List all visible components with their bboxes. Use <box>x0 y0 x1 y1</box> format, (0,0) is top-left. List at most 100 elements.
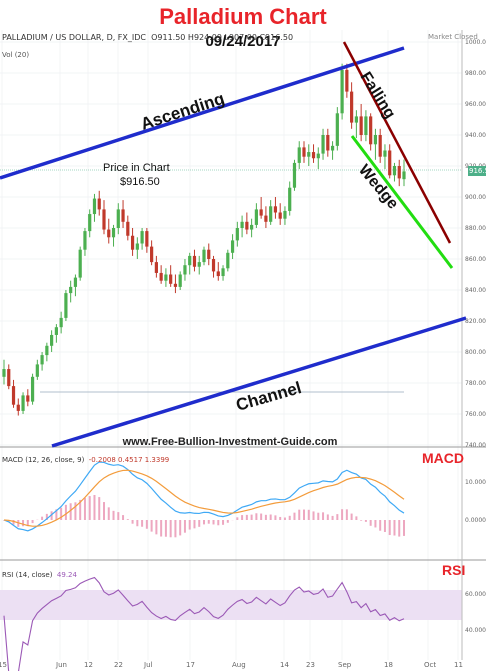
rsi-axis-label: 60.0000 <box>465 591 486 598</box>
price-tick-label: 1000.00 <box>465 39 486 46</box>
price-tick-label: 760.00 <box>465 411 486 418</box>
candle-body <box>340 69 344 114</box>
candle-body <box>78 249 82 278</box>
rsi-legend: RSI (14, close) 49.24 <box>2 571 77 579</box>
macd-histogram-bar <box>374 520 377 528</box>
macd-histogram-bar <box>41 516 44 520</box>
macd-histogram-bar <box>212 520 215 525</box>
macd-histogram-bar <box>264 514 267 520</box>
ascending-upper-line <box>0 46 405 180</box>
candle-body <box>264 215 268 222</box>
candle-body <box>2 369 6 377</box>
candle-body <box>50 334 54 346</box>
candle-body <box>121 209 125 222</box>
price-tick-label: 820.00 <box>465 318 486 325</box>
macd-histogram-bar <box>236 517 239 520</box>
candle-body <box>378 135 382 157</box>
candle-body <box>350 91 354 123</box>
candle-body <box>278 212 282 219</box>
price-in-chart-label: Price in Chart <box>103 162 170 174</box>
candle-body <box>245 221 249 230</box>
price-tick-label: 740.00 <box>465 442 486 449</box>
candles <box>2 63 406 416</box>
candle-body <box>207 249 211 259</box>
macd-histogram-bar <box>69 503 72 520</box>
grid <box>0 30 462 660</box>
candle-body <box>283 210 287 219</box>
rsi-band <box>0 590 462 620</box>
macd-histogram-bar <box>260 513 263 520</box>
candle-body <box>159 272 163 281</box>
candle-body <box>97 198 101 210</box>
macd-histogram-bar <box>222 520 225 525</box>
macd-histogram-bar <box>355 516 358 520</box>
macd-histogram-bar <box>331 515 334 520</box>
candle-body <box>364 116 368 135</box>
candle-body <box>226 252 230 269</box>
price-tick-label: 960.00 <box>465 101 486 108</box>
candle-body <box>35 364 39 377</box>
price-tick-label: 800.00 <box>465 349 486 356</box>
macd-histogram-bar <box>336 514 339 520</box>
candle-body <box>316 153 320 159</box>
candle-body <box>197 262 201 267</box>
macd-histogram-bar <box>360 520 363 521</box>
candle-body <box>164 274 168 281</box>
falling-line <box>342 41 452 244</box>
candle-body <box>335 113 339 146</box>
axes: 1000.00980.00960.00940.00920.00900.00880… <box>0 39 486 669</box>
macd-histogram-bar <box>31 520 34 524</box>
time-tick-label: 18 <box>384 661 393 669</box>
candle-body <box>178 274 182 287</box>
macd-histogram-bar <box>283 517 286 520</box>
macd-histogram-bar <box>60 507 63 520</box>
time-tick-label: 12 <box>84 661 93 669</box>
macd-panel: 10.0000 0.0000 <box>3 461 486 538</box>
candle-body <box>111 228 116 238</box>
macd-axis-label: 10.0000 <box>465 479 486 486</box>
candle-body <box>92 198 97 215</box>
macd-histogram-bar <box>383 520 386 532</box>
candle-body <box>292 162 297 188</box>
macd-histogram-bar <box>250 514 253 520</box>
macd-histogram-bar <box>98 497 101 520</box>
macd-histogram-bar <box>160 520 163 537</box>
channel-lower-line <box>51 316 467 448</box>
candle-body <box>345 69 349 92</box>
macd-histogram-bar <box>26 520 29 527</box>
candle-body <box>192 255 197 267</box>
macd-histogram-bar <box>326 514 329 520</box>
time-tick-label: Jul <box>143 661 153 669</box>
candle-body <box>307 152 311 157</box>
macd-histogram-bar <box>393 520 396 536</box>
macd-histogram-bar <box>255 513 258 520</box>
last-price-tag: 916.50 <box>468 166 486 176</box>
macd-histogram-bar <box>369 520 372 526</box>
candle-body <box>326 135 330 151</box>
wedge-line <box>350 135 454 269</box>
macd-histogram-bar <box>107 507 110 520</box>
macd-histogram-bar <box>298 509 301 520</box>
candle-body <box>88 214 92 232</box>
candle-body <box>126 221 130 236</box>
ohlc-readout: O911.50 H924.09 L907.00 C916.50 <box>151 33 294 42</box>
time-tick-label: 17 <box>186 661 195 669</box>
macd-histogram-bar <box>164 520 167 537</box>
price-tick-label: 840.00 <box>465 287 486 294</box>
candle-body <box>240 221 244 228</box>
candle-body <box>369 116 373 145</box>
macd-histogram-bar <box>303 509 305 520</box>
price-tick-label: 980.00 <box>465 70 486 77</box>
candle-body <box>211 259 216 272</box>
candle-body <box>16 404 20 411</box>
candle-body <box>216 271 220 277</box>
candle-body <box>321 135 325 154</box>
price-tick-label: 880.00 <box>465 225 486 232</box>
macd-histogram-bar <box>79 499 82 520</box>
macd-histogram-bar <box>112 510 115 520</box>
candle-body <box>26 395 30 402</box>
macd-histogram-bar <box>322 512 325 520</box>
price-tick-label: 900.00 <box>465 194 486 201</box>
macd-histogram-bar <box>55 509 58 520</box>
time-tick-label: Aug <box>232 661 246 669</box>
